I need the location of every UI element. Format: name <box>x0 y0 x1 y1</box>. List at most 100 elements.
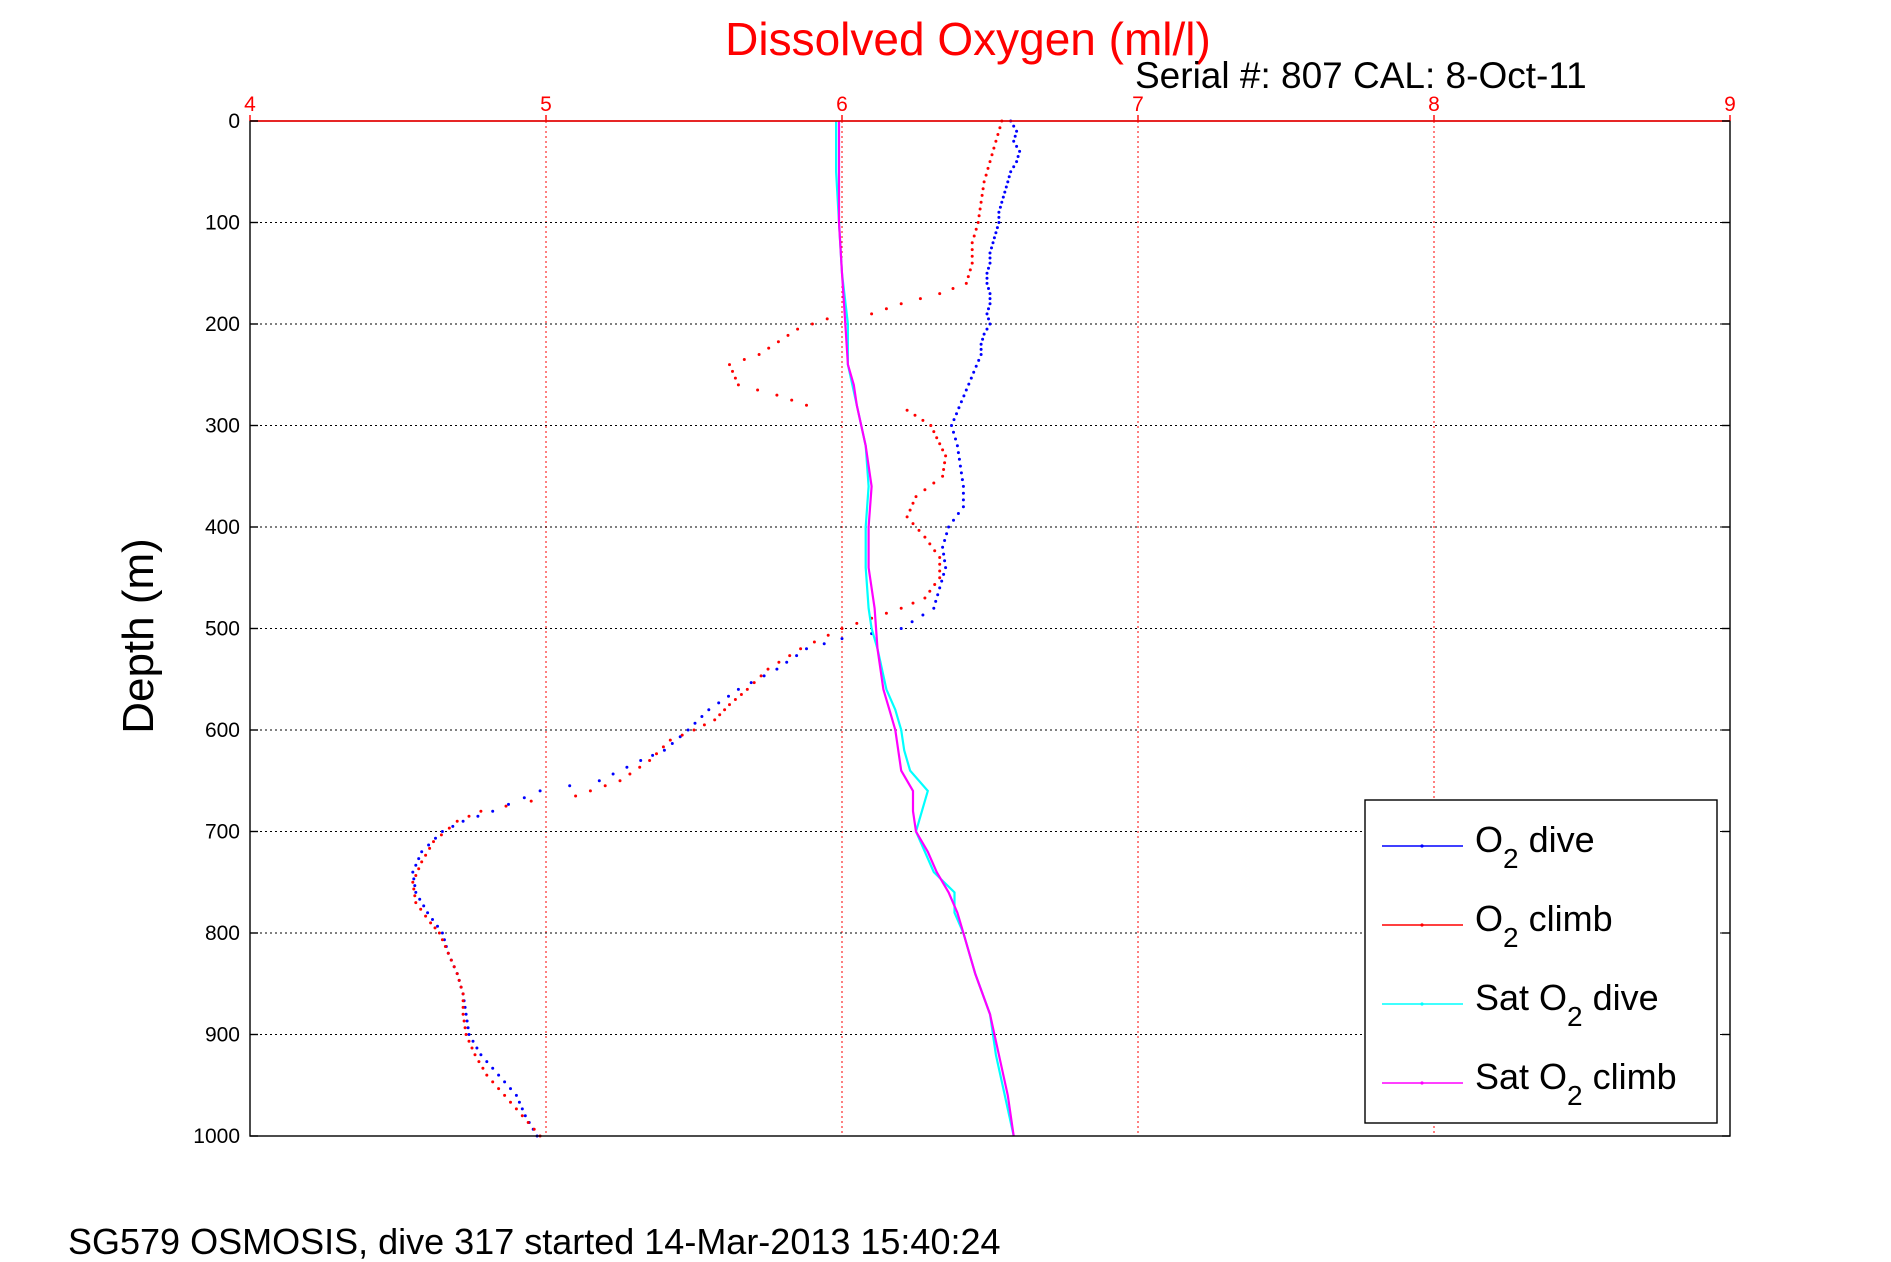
data-point <box>514 1107 518 1111</box>
data-point <box>967 382 971 386</box>
data-point <box>728 363 731 367</box>
data-point <box>517 1100 521 1104</box>
data-point <box>507 802 510 806</box>
data-point <box>938 586 942 590</box>
data-point <box>956 451 960 455</box>
data-point <box>413 884 417 888</box>
data-point <box>759 674 763 678</box>
data-point <box>461 819 465 823</box>
data-point <box>899 606 903 610</box>
data-point <box>702 723 706 727</box>
data-point <box>776 340 780 344</box>
data-point <box>942 552 946 556</box>
data-point <box>932 606 936 610</box>
data-point <box>497 1087 501 1091</box>
data-point <box>411 880 415 884</box>
data-point <box>463 1026 467 1030</box>
y-tick-label: 700 <box>205 821 240 844</box>
data-point <box>968 268 972 272</box>
data-point <box>661 745 665 749</box>
data-point <box>788 654 792 658</box>
data-point <box>668 738 672 742</box>
data-point <box>987 266 990 270</box>
data-point <box>987 307 990 311</box>
data-point <box>941 448 945 452</box>
data-point <box>997 221 1001 224</box>
data-point <box>822 642 826 646</box>
data-point <box>910 620 914 624</box>
data-point <box>970 261 974 265</box>
data-point <box>980 193 984 197</box>
data-point <box>951 287 955 290</box>
data-point <box>985 327 989 331</box>
data-point <box>723 708 727 712</box>
data-point <box>796 327 800 331</box>
data-point <box>1007 175 1011 179</box>
legend-label: O2 dive <box>1475 819 1595 874</box>
data-point <box>424 914 428 918</box>
y-tick-label: 100 <box>205 212 240 235</box>
data-point <box>998 126 1002 130</box>
data-point <box>520 1114 524 1118</box>
data-point <box>455 972 459 976</box>
data-point <box>957 406 961 410</box>
data-point <box>481 1066 485 1070</box>
y-tick-label: 900 <box>205 1024 240 1047</box>
data-point <box>413 894 417 898</box>
data-point <box>514 1093 518 1097</box>
y-tick-label: 200 <box>205 313 240 336</box>
data-point <box>461 992 465 996</box>
data-point <box>461 1012 465 1016</box>
data-point <box>987 287 990 290</box>
series-sat-o2-climb <box>837 121 1015 1137</box>
data-point <box>718 713 722 717</box>
data-point <box>625 765 629 769</box>
data-point <box>568 784 572 788</box>
data-point <box>470 1046 474 1050</box>
data-point <box>958 464 962 468</box>
data-point <box>1018 149 1022 153</box>
data-point <box>981 337 985 341</box>
data-point <box>700 715 704 718</box>
data-point <box>707 708 711 712</box>
data-point <box>428 846 432 850</box>
data-point <box>775 667 779 671</box>
data-point <box>936 593 940 597</box>
data-point <box>805 403 808 407</box>
data-point <box>785 660 789 664</box>
data-point <box>942 572 946 576</box>
data-point <box>497 1073 501 1077</box>
data-point <box>767 346 771 350</box>
data-point <box>786 333 790 337</box>
data-point <box>414 874 418 877</box>
y-tick-label: 500 <box>205 618 240 641</box>
data-point <box>1012 165 1016 169</box>
data-point <box>742 358 746 361</box>
data-point <box>736 687 740 691</box>
data-point <box>414 863 418 867</box>
data-point <box>1006 180 1010 184</box>
data-point <box>477 1060 481 1064</box>
data-point <box>812 640 816 644</box>
data-point <box>899 302 903 306</box>
data-point <box>412 887 416 891</box>
data-point <box>1015 129 1019 133</box>
legend-marker <box>1420 844 1424 848</box>
data-point <box>1015 144 1019 148</box>
ticks-layer: 4 5 6 7 8 9 0 100 200 300 400 500 600 700 800 900 1000 <box>193 93 1736 1148</box>
data-point <box>736 383 740 387</box>
data-point <box>680 733 684 737</box>
data-point <box>728 703 731 707</box>
data-point <box>766 667 770 671</box>
data-point <box>988 302 992 306</box>
data-point <box>467 1039 471 1043</box>
data-point <box>618 779 622 783</box>
data-point <box>928 589 932 593</box>
data-point <box>1009 170 1013 174</box>
data-point <box>947 525 951 529</box>
data-point <box>491 1066 495 1070</box>
data-point <box>810 322 814 326</box>
data-point <box>1004 185 1008 189</box>
data-point <box>970 241 974 245</box>
data-point <box>434 836 437 840</box>
